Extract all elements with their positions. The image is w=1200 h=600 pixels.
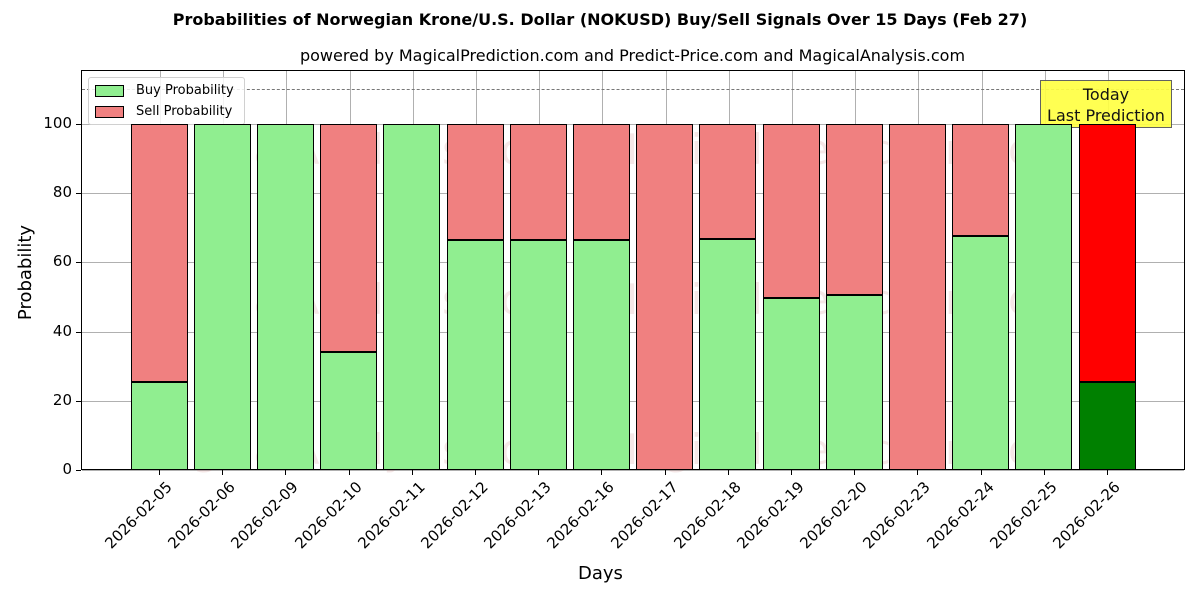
y-tick-mark: [76, 331, 81, 333]
x-tick-mark: [411, 470, 413, 475]
x-tick-mark: [601, 470, 603, 475]
bar-buy: [699, 238, 757, 470]
today-annotation: Today Last Prediction: [1040, 80, 1172, 128]
bar-sell: [762, 124, 820, 299]
x-tick-mark: [538, 470, 540, 475]
bar-sell: [952, 124, 1010, 237]
y-tick-mark: [76, 124, 81, 125]
x-tick-mark: [475, 470, 476, 475]
x-tick-mark: [159, 470, 160, 475]
bar-buy: [446, 239, 504, 470]
bar-buy: [762, 298, 820, 470]
x-tick-mark: [1043, 470, 1045, 475]
x-tick-mark: [980, 470, 982, 475]
annotation-line-2: Last Prediction: [1047, 106, 1165, 125]
grid-line-horizontal: [82, 331, 1184, 333]
bar-buy: [572, 239, 630, 470]
bar-buy: [825, 294, 883, 470]
grid-line-horizontal: [82, 400, 1184, 402]
x-tick-mark: [727, 470, 729, 475]
legend: Buy Probability Sell Probability: [88, 77, 245, 125]
bar-buy: [320, 352, 378, 470]
bar-buy: [1078, 382, 1136, 470]
x-tick-mark: [791, 470, 792, 475]
bar-buy: [383, 124, 441, 470]
x-tick-mark: [222, 470, 224, 475]
chart-subtitle: powered by MagicalPrediction.com and Pre…: [299, 46, 966, 65]
bar-buy: [952, 236, 1010, 470]
bar-sell: [636, 124, 694, 470]
reference-line: [82, 89, 1184, 90]
bar-sell: [888, 124, 946, 470]
y-tick-mark: [76, 262, 81, 264]
y-tick-label: 100: [43, 114, 72, 132]
y-tick-label: 60: [52, 252, 72, 271]
y-tick-label: 20: [52, 390, 72, 409]
grid-line-horizontal: [82, 470, 1184, 471]
sell-swatch-icon: [95, 105, 124, 118]
chart-title: Probabilities of Norwegian Krone/U.S. Do…: [172, 10, 1028, 29]
x-tick-mark: [854, 470, 856, 475]
bar-sell: [572, 124, 630, 240]
grid-line-horizontal: [82, 193, 1184, 195]
bar-sell: [825, 124, 883, 295]
x-tick-mark: [348, 470, 350, 475]
bar-sell: [1078, 124, 1136, 383]
bar-sell: [446, 124, 504, 240]
bar-buy: [130, 382, 188, 470]
y-tick-label: 0: [62, 460, 72, 478]
grid-line-horizontal: [82, 124, 1184, 125]
y-tick-mark: [76, 400, 81, 402]
x-tick-mark: [917, 470, 919, 475]
x-axis-label: Days: [578, 563, 623, 584]
bar-sell: [509, 124, 567, 240]
grid-line-horizontal: [82, 262, 1184, 264]
legend-label-buy: Buy Probability: [136, 83, 234, 98]
legend-item-buy: Buy Probability: [95, 83, 234, 98]
annotation-line-1: Today: [1082, 85, 1130, 104]
x-tick-mark: [285, 470, 287, 475]
y-tick-label: 80: [52, 183, 72, 202]
x-tick-mark: [664, 470, 666, 475]
bar-sell: [130, 124, 188, 383]
bar-sell: [320, 124, 378, 352]
buy-swatch-icon: [95, 84, 124, 97]
bar-buy: [1015, 124, 1073, 470]
bar-buy: [509, 239, 567, 470]
legend-item-sell: Sell Probability: [95, 104, 232, 119]
bar-buy: [193, 124, 251, 470]
bar-buy: [256, 124, 314, 470]
bar-sell: [699, 124, 757, 239]
y-tick-label: 40: [52, 321, 72, 340]
legend-label-sell: Sell Probability: [136, 104, 233, 119]
x-tick-mark: [1107, 470, 1108, 475]
y-axis-label: Probability: [15, 224, 37, 321]
y-tick-mark: [76, 470, 81, 471]
y-tick-mark: [76, 193, 81, 195]
